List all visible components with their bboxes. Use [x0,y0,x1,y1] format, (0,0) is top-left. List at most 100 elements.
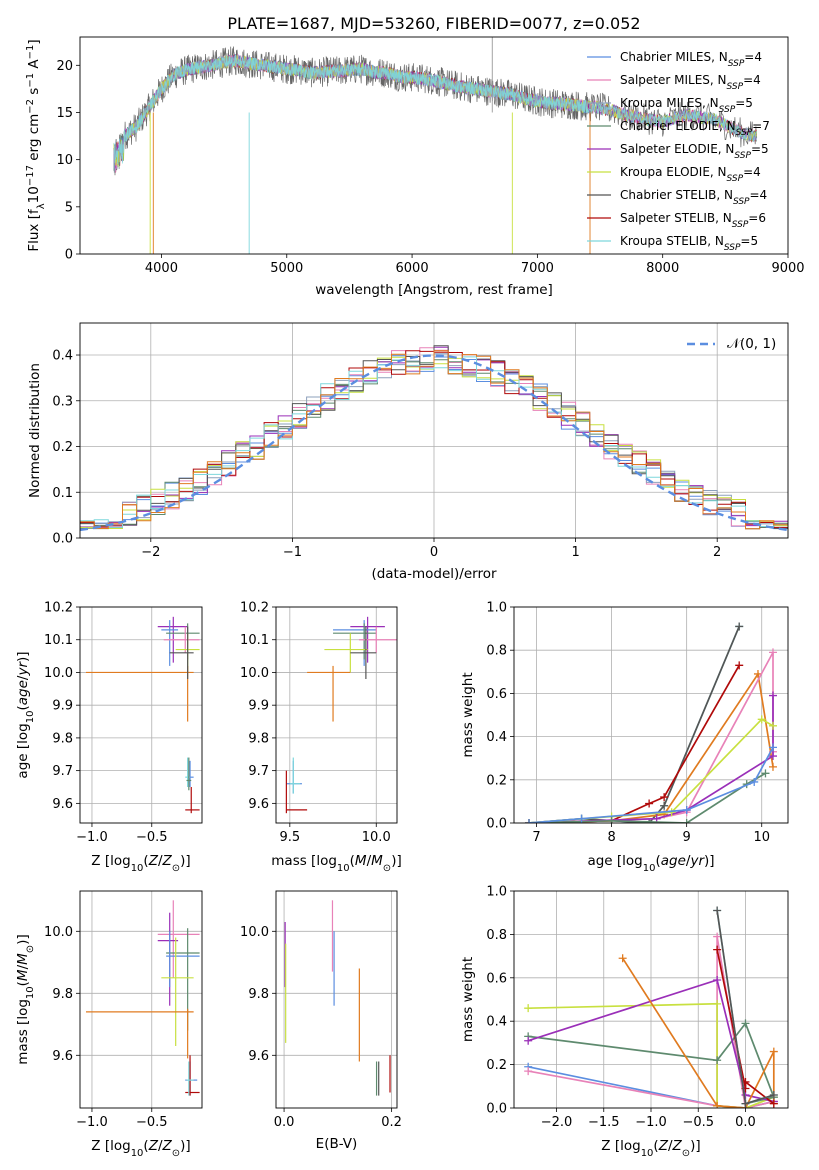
histogram-panel: −2 −1 0 1 2 0.0 0.1 0.2 0.3 0.4 (data-model)/error… [27,322,789,582]
y-tick-label: 10.0 [240,925,269,940]
x-tick-label: 9.5 [279,830,300,845]
series-marker [735,622,744,631]
series-marker [525,819,534,823]
x-tick-label: 7 [532,830,540,845]
x-tick-label: −1.0 [635,1115,667,1130]
mass-weight-vs-age-panel: 7 8 9 10 0.0 0.2 0.4 0.6 0.8 1.0 age [log10(age/yr… [460,601,789,874]
series-marker [768,721,777,730]
age-vs-Z-panel: −1.0 −0.5 9.6 9.7 9.8 9.9 10.0 10.1 10.2 Z [log10… [15,601,203,874]
y-tick-label: 0.0 [52,532,73,547]
x-tick-label: 0.2 [381,1115,402,1130]
series-marker [660,793,669,802]
x-tick-label: 7000 [521,261,554,276]
y-tick-label: 0.6 [486,971,507,986]
legend-entry: Salpeter MILES, NSSP=4 [620,73,761,92]
histogram-series [80,356,788,528]
series-marker [713,945,722,954]
y-tick-label: 9.6 [52,1049,73,1064]
y-tick-label: 20 [56,59,73,74]
series-line [528,626,740,823]
axes-frame [513,890,789,1109]
series-marker [761,769,770,778]
series-marker [735,661,744,670]
series-marker [741,1019,750,1028]
series-marker [769,1047,778,1056]
y-tick-label: 0.3 [52,394,73,409]
x-tick-label: −0.5 [136,1115,168,1130]
y-axis-label: mass [log10(M/M⊙)] [15,934,36,1064]
series-marker [607,816,616,823]
y-tick-label: 9.7 [248,764,269,779]
mass-vs-Z-panel: −1.0 −0.5 9.6 9.8 10.0 Z [log10(Z/Z⊙)] mass [l… [15,890,203,1159]
y-axis-label: mass weight [460,672,476,757]
x-tick-label: 8000 [646,261,679,276]
axes-frame [79,36,789,255]
x-tick-label: −1.0 [76,830,108,845]
x-tick-label: 6000 [396,261,429,276]
x-axis-label: Z [log10(Z/Z⊙)] [91,853,190,874]
x-tick-label: 4000 [145,261,178,276]
y-tick-label: 9.6 [248,1049,269,1064]
series-marker [577,814,586,823]
series-marker [618,954,627,963]
y-tick-label: 5 [65,200,73,215]
panels-layer: 4000 5000 6000 7000 8000 900005101520waveleng… [15,36,805,1159]
y-tick-label: 0.4 [52,349,73,364]
series-marker [768,743,777,752]
x-axis-label: wavelength [Angstrom, rest frame] [315,282,553,298]
series-marker [768,752,777,761]
y-tick-label: 10.1 [44,633,73,648]
x-tick-label: −1.0 [76,1115,108,1130]
x-tick-label: 10 [753,830,770,845]
x-tick-label: 5000 [270,261,303,276]
axes-frame [79,322,789,539]
axes-frame [513,606,789,824]
x-axis-label: E(B-V) [316,1136,358,1152]
series-marker [769,1099,778,1108]
y-tick-label: 10.2 [44,601,73,616]
histogram-steps [80,345,788,532]
x-tick-label: 2 [713,545,721,560]
y-tick-label: 0.4 [486,1015,507,1030]
y-tick-label: 10.0 [44,925,73,940]
y-tick-label: 9.8 [248,987,269,1002]
series-line [528,772,766,823]
y-tick-label: 0.4 [486,730,507,745]
series-marker [757,715,766,724]
series-marker [524,1036,533,1045]
series-marker [769,1090,778,1099]
x-axis-label: age [log10(age/yr)] [587,853,714,874]
y-tick-label: 0.2 [486,1058,507,1073]
y-tick-label: 0.0 [486,817,507,832]
axes-frame [79,606,203,824]
series-marker [768,691,777,700]
x-tick-label: 9000 [771,261,804,276]
series-marker [524,1067,533,1076]
series-lines [524,906,778,1108]
y-tick-label: 9.9 [52,699,73,714]
axes-frame [275,890,398,1109]
mass-weight-vs-Z-panel: −2.0 −1.5 −1.0 −0.5 0.0 0.0 0.2 0.4 0.6 0.8 1.0 Z [… [460,885,789,1159]
series-line [621,957,775,1108]
y-tick-label: 10.2 [240,601,269,616]
figure-title: PLATE=1687, MJD=53260, FIBERID=0077, z=0… [227,14,640,33]
y-tick-label: 9.6 [248,797,269,812]
legend-entry: Salpeter STELIB, NSSP=6 [620,211,766,230]
error-bars [284,900,391,1096]
series-marker [524,1004,533,1013]
series-marker [713,975,722,984]
x-tick-label: −2.0 [541,1115,573,1130]
series-line [528,651,774,823]
x-axis-label: (data-model)/error [371,566,497,582]
spectrum-legend: Chabrier MILES, NSSP=4 Salpeter MILES, NS… [587,50,770,253]
axes-frame [275,606,398,824]
series-lines [525,622,777,823]
y-tick-label: 10 [56,153,73,168]
y-tick-label: 0.2 [486,773,507,788]
legend-entry: Chabrier STELIB, NSSP=4 [620,188,767,207]
x-tick-label: 8 [607,830,615,845]
x-tick-label: 0.0 [274,1115,295,1130]
series-marker [682,806,691,815]
y-tick-label: 1.0 [486,601,507,616]
y-axis-label: Flux [fλ10−17 erg cm−2 s−1 A−1] [25,39,47,251]
